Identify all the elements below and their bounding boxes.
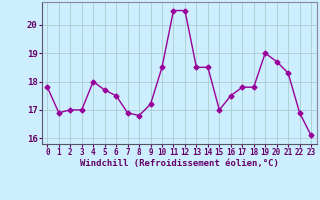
X-axis label: Windchill (Refroidissement éolien,°C): Windchill (Refroidissement éolien,°C) (80, 159, 279, 168)
